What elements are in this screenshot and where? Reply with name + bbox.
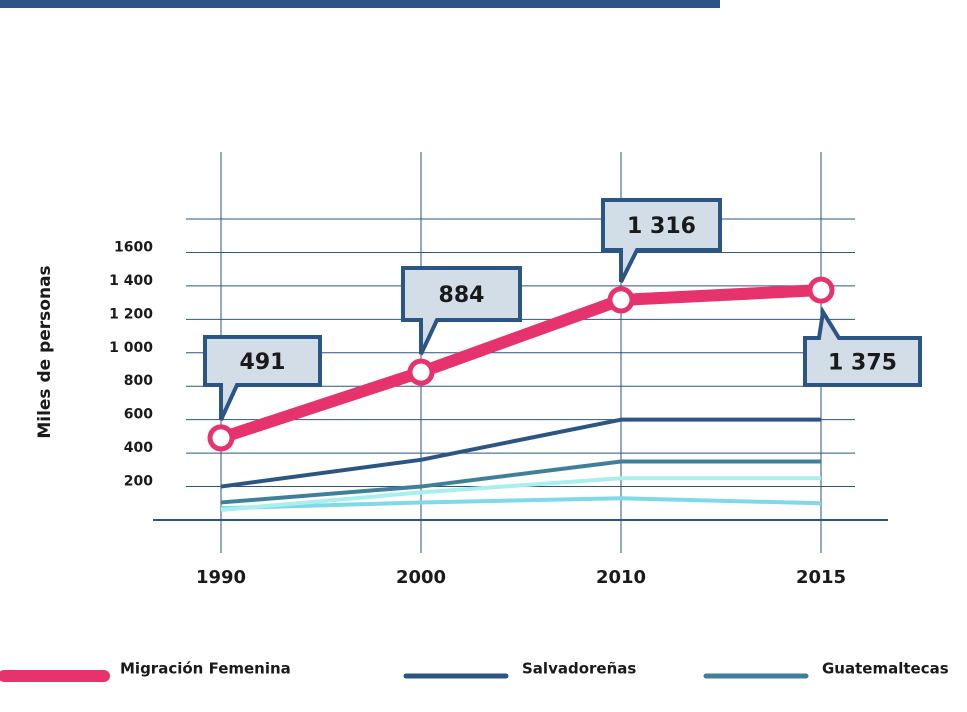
data-label: 884 — [439, 283, 485, 308]
legend-label: Guatemaltecas — [822, 660, 949, 678]
series-line — [220, 417, 821, 489]
x-tick-label: 2000 — [396, 567, 446, 588]
legend-label: Migración Femenina — [120, 660, 291, 678]
callout — [401, 266, 522, 356]
y-tick-label: 600 — [124, 407, 153, 423]
y-tick-label: 800 — [124, 373, 153, 389]
callout — [803, 306, 922, 387]
point-marker — [207, 424, 235, 452]
data-label: 1 375 — [828, 351, 897, 376]
point-marker — [407, 358, 435, 386]
top-bar — [0, 0, 720, 8]
y-tick-label: 1600 — [114, 239, 153, 255]
x-tick-label: 2010 — [596, 567, 646, 588]
y-tick-label: 400 — [124, 440, 153, 456]
callout — [601, 198, 722, 283]
y-tick-label: 1 000 — [109, 340, 153, 356]
point-marker — [807, 276, 835, 304]
series-line — [220, 496, 822, 511]
y-tick-label: 1 400 — [109, 273, 153, 289]
x-tick-label: 1990 — [196, 567, 246, 588]
series-line — [219, 284, 822, 444]
point-marker — [607, 286, 635, 314]
x-tick-label: 2015 — [796, 567, 846, 588]
series-line — [220, 476, 821, 512]
y-axis-label: Miles de personas — [35, 265, 55, 438]
series-line — [220, 459, 821, 505]
data-label: 1 316 — [627, 214, 696, 239]
legend-label: Salvadoreñas — [522, 660, 636, 678]
data-label: 491 — [240, 350, 286, 375]
y-tick-label: 1 200 — [109, 306, 153, 322]
y-tick-label: 200 — [124, 474, 153, 490]
callout — [203, 335, 322, 421]
